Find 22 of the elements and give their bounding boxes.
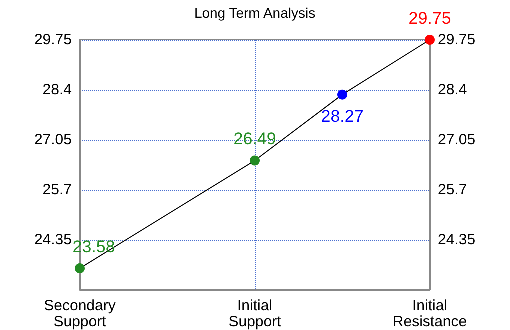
data-label: 28.27 — [321, 106, 364, 126]
point — [425, 35, 435, 45]
y2-tick-label: 24.35 — [438, 232, 476, 248]
y-tick-label: 27.05 — [34, 132, 72, 148]
y2-tick-label: 29.75 — [438, 32, 476, 48]
y-tick-label: 24.35 — [34, 232, 72, 248]
y-tick-label: 25.7 — [42, 182, 72, 198]
y2-tick-label: 25.7 — [438, 182, 468, 198]
point — [338, 90, 348, 100]
data-label: 23.58 — [72, 238, 116, 257]
data-label: 26.49 — [234, 130, 276, 149]
x-tick-label: Initial Resistance — [392, 298, 468, 330]
y2-tick-label: 28.4 — [438, 82, 468, 98]
chart-title: Long Term Analysis — [194, 5, 316, 21]
point — [250, 156, 260, 166]
x-tick-label: Initial Support — [228, 298, 282, 330]
y2-tick-label: 27.05 — [438, 132, 476, 148]
point — [75, 264, 85, 274]
y-tick-label: 28.4 — [42, 82, 72, 98]
y-tick-label: 29.75 — [34, 32, 72, 48]
x-tick-label: Secondary Support — [44, 298, 116, 330]
data-label: 29.75 — [408, 9, 452, 28]
